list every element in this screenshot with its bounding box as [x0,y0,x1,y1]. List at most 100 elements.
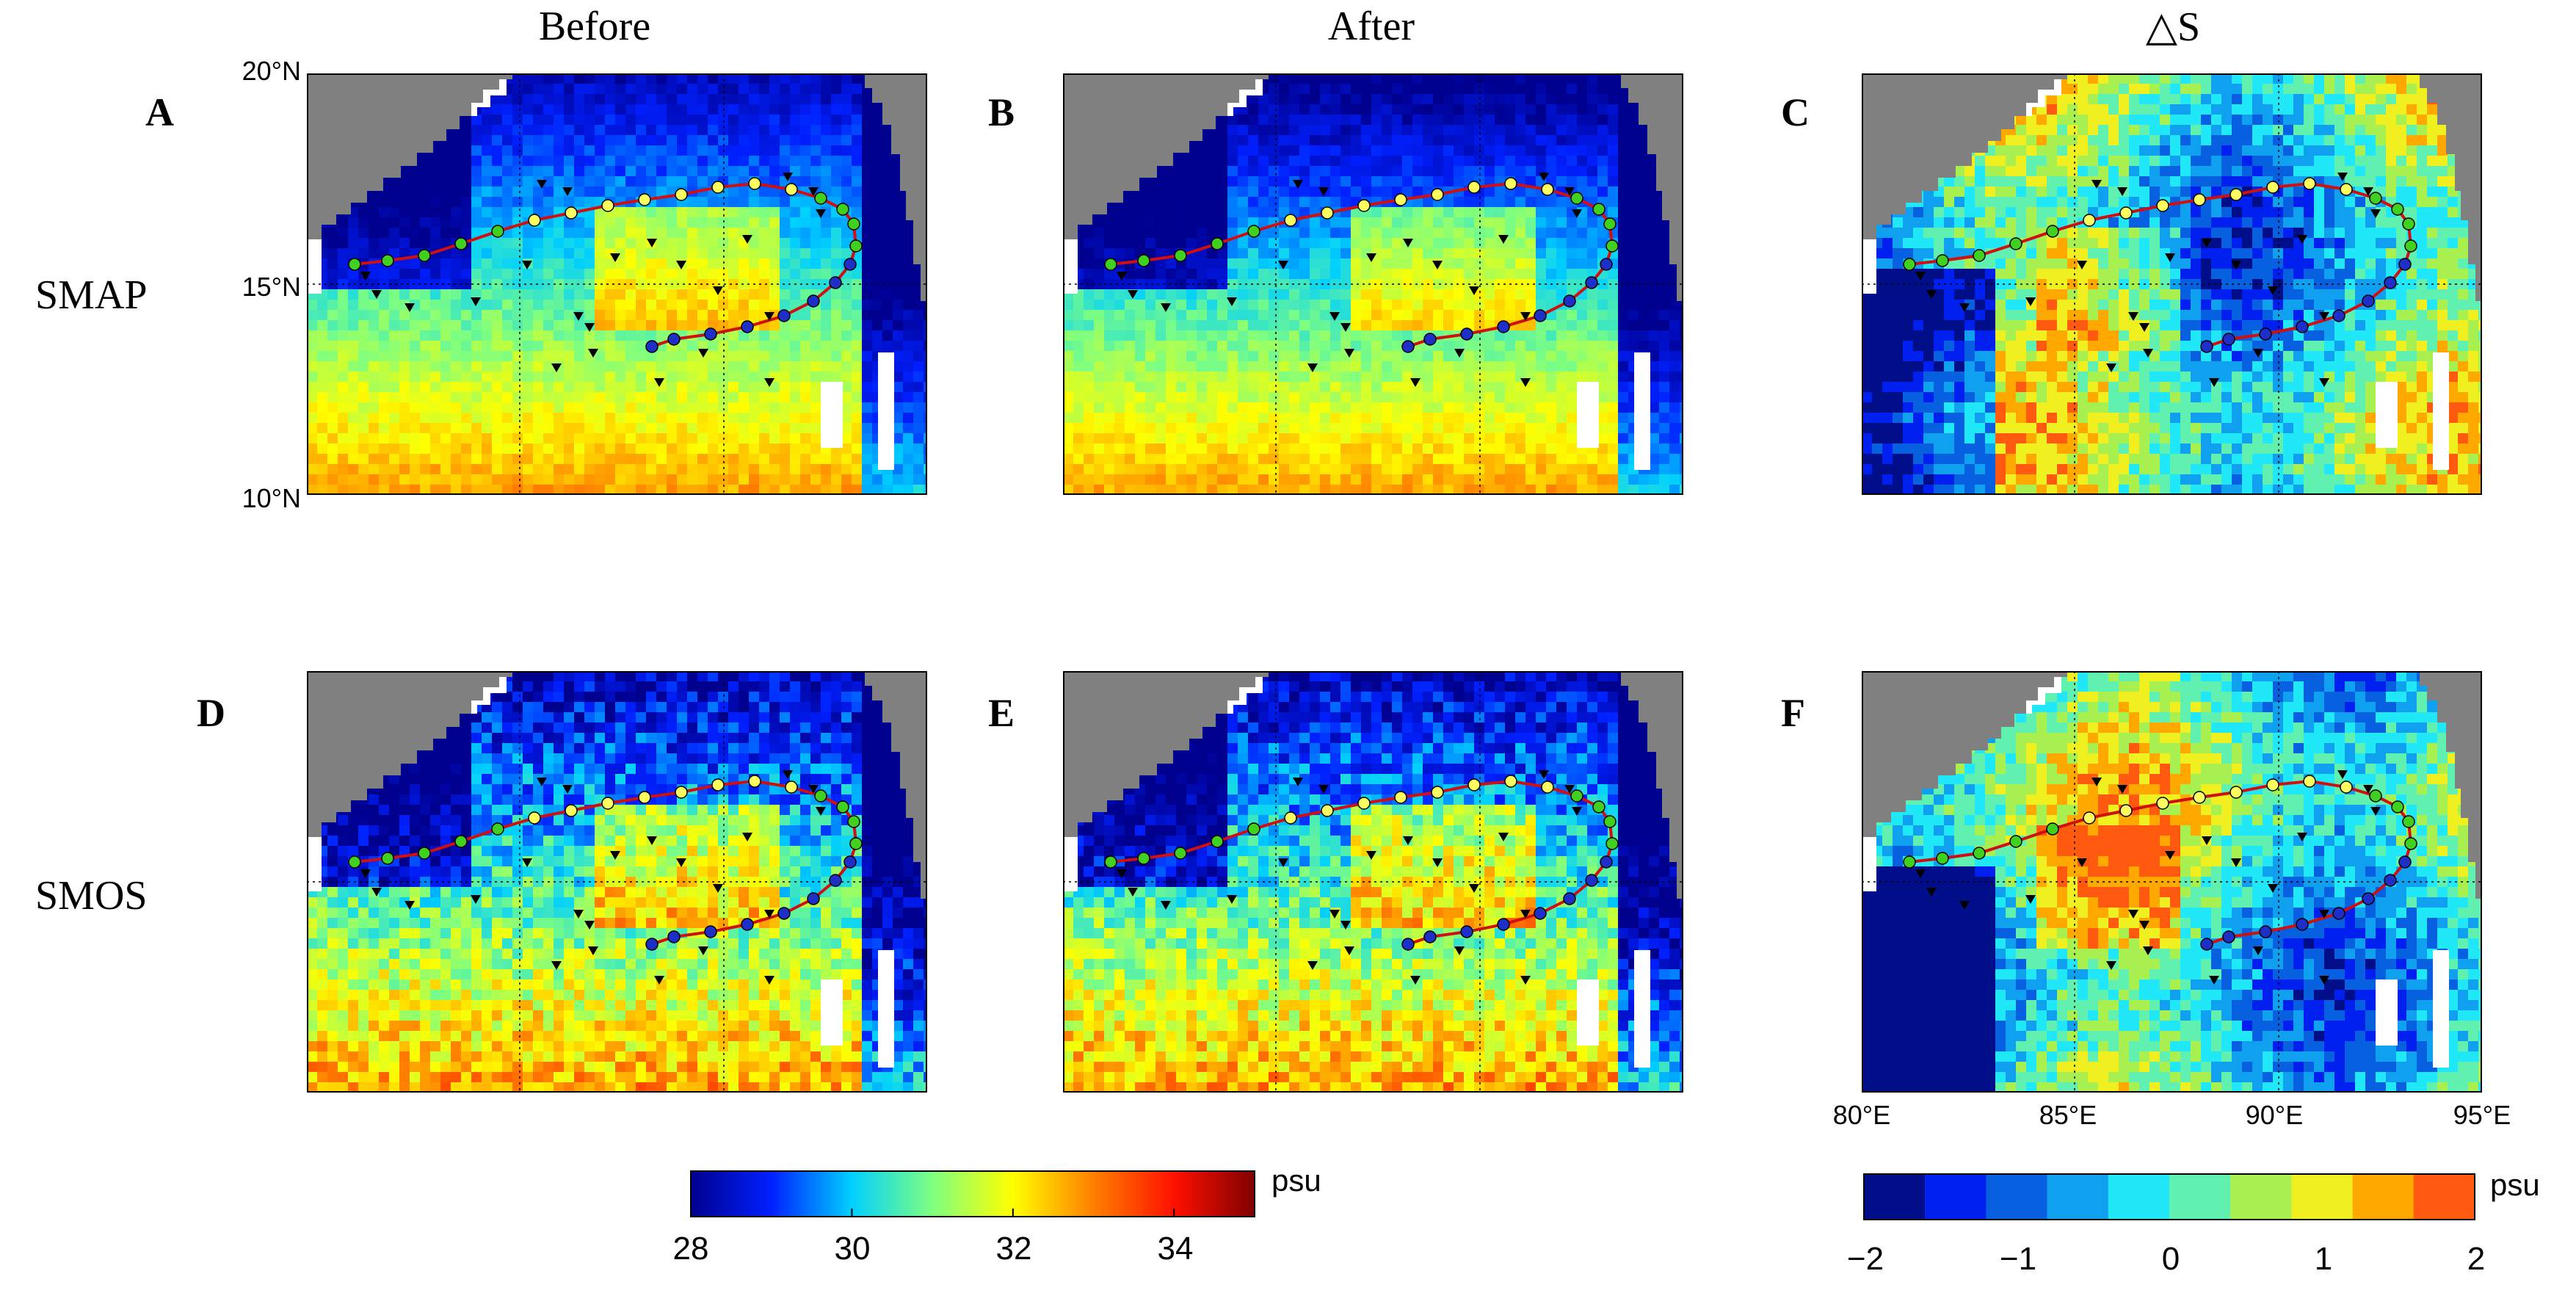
track-marker [1431,786,1444,799]
track-marker [638,791,651,804]
argo-float-marker [713,884,723,893]
argo-float-marker [2106,961,2116,970]
track-marker [1585,874,1598,887]
missing-data-area [307,239,894,470]
track-marker [2193,193,2206,206]
track-marker [1600,258,1613,271]
argo-float-marker [2128,910,2138,919]
missing-data-area [1862,239,2449,470]
track-marker [2156,199,2169,212]
argo-float-marker [1572,807,1582,816]
track-marker [1321,206,1334,220]
track-marker [1137,254,1150,267]
track-marker [1936,254,1949,267]
panel-letter-c: C [1781,90,1810,134]
argo-float-marker [2319,312,2329,321]
argo-float-marker [1564,785,1575,794]
argo-float-marker [1520,976,1531,985]
argo-float-marker [1454,946,1465,955]
track-marker [454,237,468,250]
argo-float-marker [471,297,481,306]
track-marker [777,309,791,322]
argo-float-marker [404,901,415,910]
land-area [307,671,927,899]
track-marker [454,835,468,848]
argo-float-marker [1403,836,1413,845]
argo-float-marker [764,910,774,919]
argo-float-marker [2319,378,2329,387]
track-marker [843,258,857,271]
argo-float-marker [1344,946,1354,955]
delta-tick-2: 2 [2467,1241,2486,1277]
track-marker [348,258,361,271]
track-marker [1211,237,1224,250]
track-marker [2156,797,2169,810]
track-marker [2303,177,2316,190]
argo-float-marker [1329,910,1340,919]
argo-float-marker [2143,946,2153,955]
map-panel-f [1862,671,2482,1093]
graticule [307,73,927,495]
graticule [1063,671,1683,1093]
track-marker [1247,822,1260,836]
salinity-field [1063,73,1683,495]
track-marker [1284,811,1297,825]
track-marker [1394,193,1407,206]
argo-float-marker [1410,378,1421,387]
argo-float-marker [1520,312,1531,321]
track-marker [814,789,827,803]
track-markers [348,775,863,951]
track-marker [2296,320,2309,333]
argo-float-marker [2091,180,2102,189]
delta-colorbar [1863,1173,2475,1220]
land-area [1862,671,2482,899]
argo-float-marker [713,286,723,295]
track-marker [1357,797,1371,810]
argo-float-marker [742,833,752,841]
track-marker [2296,918,2309,931]
delta-colorbar-cell [2413,1174,2475,1220]
argo-float-marker [1564,187,1575,196]
graticule [1862,671,2482,1093]
track-marker [711,181,725,194]
missing-data-area [1063,837,1650,1068]
argo-float-marker [537,180,547,189]
argo-float-marker [522,858,532,867]
graticule [307,671,927,1093]
track-marker [2259,327,2272,341]
argo-float-marker [1498,833,1509,841]
track-marker [2402,217,2415,231]
track-marker [2193,791,2206,804]
argo-float-marker [610,253,620,262]
track-marker [1534,907,1547,920]
track-marker [1563,294,1576,308]
delta-colorbar-cell [2169,1174,2231,1220]
track-marker [2009,835,2022,848]
argo-float-marker [1498,235,1509,244]
map-frame [307,671,927,1093]
track-marker [1394,791,1407,804]
argo-float-marker [1128,888,1138,897]
argo-float-marker [1307,363,1318,372]
argo-float-marker [2106,363,2116,372]
track-marker [1467,778,1481,792]
track-marker [2340,183,2353,196]
delta-unit: psu [2490,1167,2540,1202]
missing-data-area [1063,239,1650,470]
track-marker [2009,237,2022,250]
argo-float-marker [537,778,547,786]
track-marker [711,778,725,792]
argo-float-marker [2268,286,2278,295]
argo-float-marker [1329,312,1340,321]
track-marker [491,225,504,238]
argo-float-marker [1344,349,1354,358]
argo-float-marker [654,976,664,985]
panel-letter-a: A [145,90,174,134]
track-marker [528,811,541,825]
track-marker [2332,907,2345,920]
row-label-smos: SMOS [35,873,148,919]
argo-float-marker [360,869,371,878]
argo-float-marker [764,378,774,387]
argo-float-marker [2297,235,2307,244]
track-marker [2259,925,2272,938]
